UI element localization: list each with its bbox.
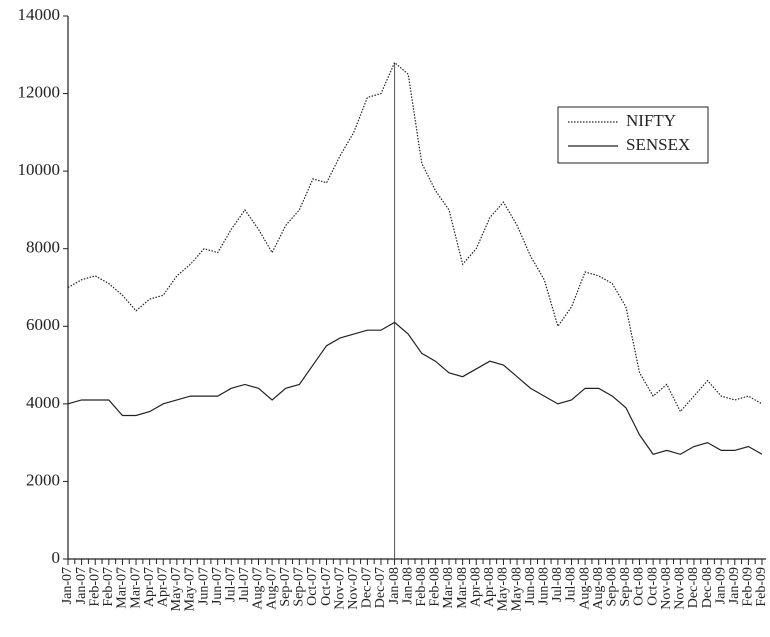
x-tick-label: Apr-07 (142, 567, 157, 607)
x-tick-label: Mar-07 (128, 567, 143, 609)
x-tick-label: Jan-08 (400, 567, 415, 604)
x-tick-label: Mar-08 (441, 567, 456, 609)
x-tick-label: Oct-07 (305, 567, 320, 606)
y-tick-label: 0 (52, 548, 61, 567)
x-tick-label: Feb-09 (741, 567, 756, 607)
x-tick-label: Apr-07 (155, 567, 170, 607)
x-tick-label: Jan-07 (74, 567, 89, 604)
x-tick-label: Feb-09 (754, 567, 769, 607)
x-tick-label: Jul-08 (550, 567, 565, 602)
x-tick-label: Sep-08 (618, 567, 633, 607)
x-tick-label: Mar-07 (115, 567, 130, 609)
y-tick-label: 12000 (18, 82, 61, 101)
legend-label: NIFTY (626, 111, 676, 130)
x-tick-label: Aug-07 (251, 567, 266, 610)
y-tick-label: 8000 (26, 238, 60, 257)
x-tick-label: Aug-08 (591, 567, 606, 610)
y-tick-label: 4000 (26, 393, 60, 412)
x-tick-label: Apr-08 (468, 567, 483, 607)
x-tick-label: Aug-08 (577, 567, 592, 610)
x-tick-label: Jan-08 (387, 567, 402, 604)
x-tick-label: Dec-08 (700, 567, 715, 608)
x-tick-label: Jun-08 (536, 567, 551, 605)
x-tick-label: Jul-07 (237, 567, 252, 602)
x-tick-label: Jul-07 (224, 567, 239, 602)
x-tick-label: May-08 (496, 567, 511, 611)
x-tick-label: Nov-07 (346, 567, 361, 610)
x-tick-label: Feb-08 (428, 567, 443, 607)
x-tick-label: Jun-07 (210, 567, 225, 605)
legend-label: SENSEX (626, 135, 690, 154)
x-tick-label: May-08 (509, 567, 524, 611)
x-tick-label: Aug-07 (264, 567, 279, 610)
x-tick-label: Oct-08 (632, 567, 647, 606)
x-tick-label: Nov-08 (673, 567, 688, 610)
x-tick-label: Jan-07 (60, 567, 75, 604)
legend-box (557, 106, 709, 164)
x-tick-label: Nov-07 (332, 567, 347, 610)
x-tick-label: Sep-07 (292, 567, 307, 607)
y-tick-label: 10000 (18, 160, 61, 179)
y-tick-label: 14000 (18, 5, 61, 24)
x-tick-label: May-07 (183, 567, 198, 611)
x-tick-label: Nov-08 (659, 567, 674, 610)
x-tick-label: Jun-08 (523, 567, 538, 605)
x-tick-label: Sep-07 (278, 567, 293, 607)
x-tick-label: Oct-07 (319, 567, 334, 606)
x-tick-label: Feb-07 (87, 567, 102, 607)
x-tick-label: May-07 (169, 567, 184, 611)
x-tick-label: Dec-07 (360, 567, 375, 608)
x-tick-label: Feb-08 (414, 567, 429, 607)
x-tick-label: Jul-08 (564, 567, 579, 602)
x-tick-label: Sep-08 (605, 567, 620, 607)
x-tick-label: Feb-07 (101, 567, 116, 607)
x-tick-label: Dec-07 (373, 567, 388, 608)
x-tick-label: Oct-08 (645, 567, 660, 606)
x-tick-label: Dec-08 (686, 567, 701, 608)
x-tick-label: Jan-09 (727, 567, 742, 604)
y-tick-label: 2000 (26, 470, 60, 489)
x-tick-label: Mar-08 (455, 567, 470, 609)
x-tick-label: Jun-07 (196, 567, 211, 605)
x-tick-label: Jan-09 (713, 567, 728, 604)
x-tick-label: Apr-08 (482, 567, 497, 607)
y-tick-label: 6000 (26, 315, 60, 334)
series-line (67, 321, 763, 455)
